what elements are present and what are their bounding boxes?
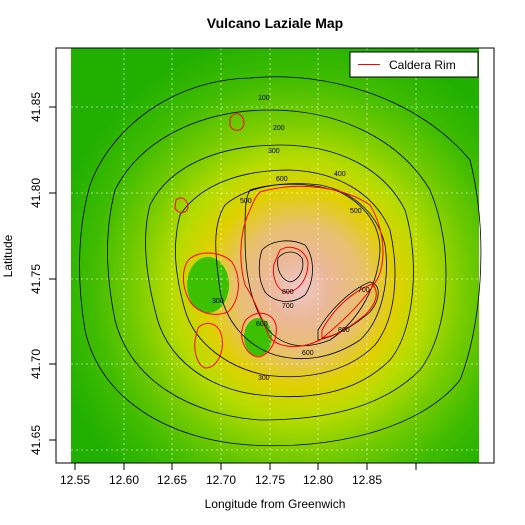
x-tick-label: 12.75 bbox=[255, 473, 285, 487]
contour-label: 300 bbox=[258, 375, 270, 382]
contour-label: 700 bbox=[282, 303, 294, 310]
contour-label: 500 bbox=[350, 208, 362, 215]
y-axis: 41.65 41.70 41.75 41.80 41.85 Latitude bbox=[1, 92, 57, 455]
elevation-raster bbox=[71, 48, 479, 463]
contour-label: 100 bbox=[258, 95, 270, 102]
caldera-rim bbox=[174, 113, 384, 369]
contour-label: 300 bbox=[212, 298, 224, 305]
legend-label: Caldera Rim bbox=[389, 58, 456, 72]
contour-labels: 100 200 300 400 500 600 500 300 600 700 … bbox=[212, 95, 370, 382]
contour-label: 600 bbox=[256, 321, 268, 328]
x-tick-label: 12.70 bbox=[206, 473, 236, 487]
y-tick-label: 41.70 bbox=[29, 349, 43, 379]
y-tick-label: 41.65 bbox=[29, 425, 43, 455]
contour-label: 200 bbox=[273, 125, 285, 132]
contour-label: 800 bbox=[338, 327, 350, 334]
map-title: Vulcano Laziale Map bbox=[207, 15, 343, 31]
x-tick-label: 12.65 bbox=[157, 473, 187, 487]
contour-label: 300 bbox=[268, 148, 280, 155]
y-tick-label: 41.80 bbox=[29, 178, 43, 208]
y-axis-title: Latitude bbox=[1, 234, 15, 277]
x-tick-label: 12.60 bbox=[109, 473, 139, 487]
contour-label: 600 bbox=[302, 350, 314, 357]
y-tick-label: 41.75 bbox=[29, 264, 43, 294]
y-tick-label: 41.85 bbox=[29, 92, 43, 122]
x-tick-label: 12.85 bbox=[352, 473, 382, 487]
contour-label: 700 bbox=[358, 287, 370, 294]
lake-albano bbox=[187, 257, 229, 313]
x-tick-label: 12.55 bbox=[60, 473, 90, 487]
x-axis: 12.55 12.60 12.65 12.70 12.75 12.80 12.8… bbox=[60, 462, 417, 511]
legend: Caldera Rim bbox=[349, 51, 479, 78]
x-axis-title: Longitude from Greenwich bbox=[205, 497, 346, 511]
contour-label: 500 bbox=[240, 198, 252, 205]
contour-lines bbox=[79, 76, 482, 447]
contour-label: 600 bbox=[276, 176, 288, 183]
x-tick-label: 12.80 bbox=[303, 473, 333, 487]
contour-label: 800 bbox=[282, 289, 294, 296]
contour-label: 400 bbox=[334, 171, 346, 178]
